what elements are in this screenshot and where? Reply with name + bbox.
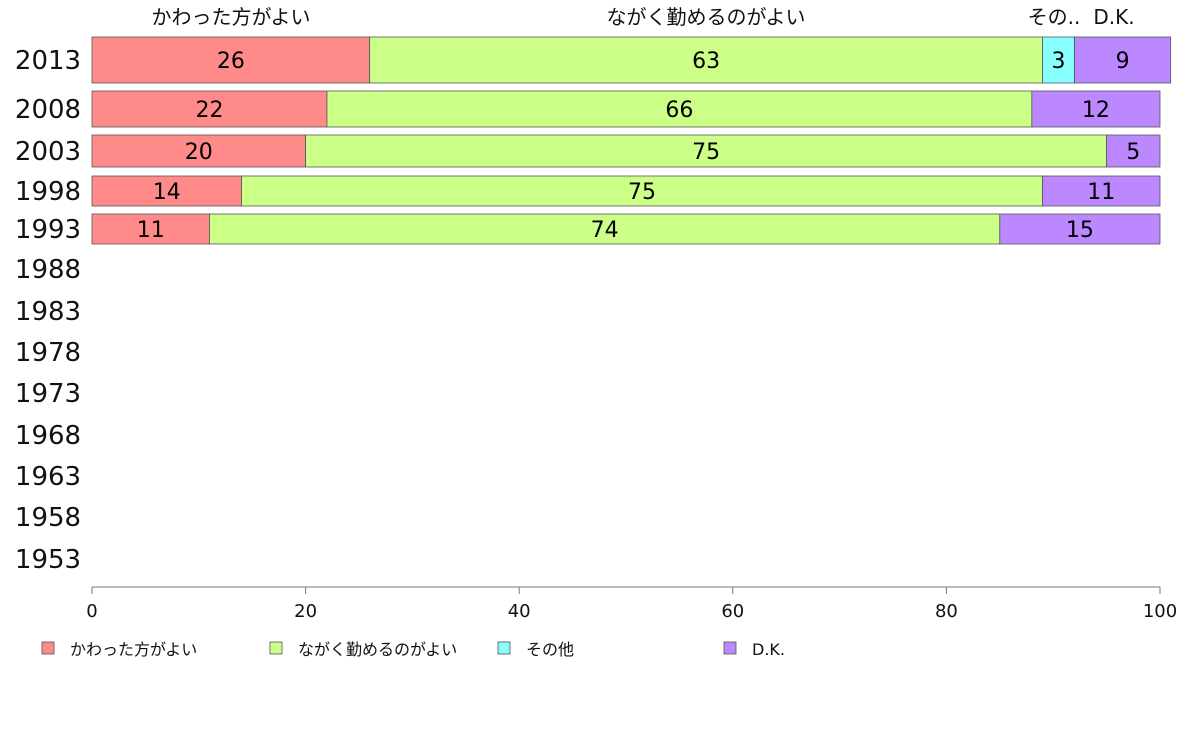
bar-value-label: 66	[665, 98, 693, 123]
legend-label: D.K.	[752, 640, 785, 659]
bar-segment	[1106, 134, 1161, 168]
legend-swatch	[269, 641, 283, 655]
year-label: 1968	[15, 421, 81, 451]
year-label: 1993	[15, 215, 81, 245]
bar-segment	[326, 90, 1033, 128]
x-tick-label: 0	[86, 601, 97, 622]
bar-segment	[91, 36, 371, 84]
year-label: 1988	[15, 255, 81, 285]
bar-value-label: 15	[1066, 218, 1094, 243]
top-series-label: ながく勤めるのがよい	[607, 5, 806, 29]
bar-value-label: 75	[692, 140, 720, 165]
bar-value-label: 63	[692, 49, 720, 74]
top-series-label: その..	[1028, 5, 1081, 29]
bar-segment	[1031, 90, 1161, 128]
bar-value-label: 26	[217, 49, 245, 74]
x-tick-label: 40	[508, 601, 531, 622]
year-label: 1953	[15, 545, 81, 575]
top-series-label: D.K.	[1093, 5, 1134, 29]
year-label: 1978	[15, 338, 81, 368]
bar-value-label: 14	[153, 180, 181, 205]
year-label: 1958	[15, 503, 81, 533]
year-label: 2013	[15, 46, 81, 76]
bar-segment	[1042, 36, 1075, 84]
x-tick-label: 80	[935, 601, 958, 622]
bar-value-label: 3	[1052, 49, 1066, 74]
bar-value-label: 12	[1082, 98, 1110, 123]
x-tick-label: 100	[1143, 601, 1177, 622]
bar-segment	[369, 36, 1043, 84]
bar-segment	[91, 134, 307, 168]
legend-label: その他	[526, 640, 574, 659]
year-label: 1973	[15, 379, 81, 409]
bar-segment	[1042, 175, 1161, 207]
top-series-label: かわった方がよい	[152, 5, 311, 29]
x-tick-label: 20	[294, 601, 317, 622]
legend-swatch	[723, 641, 737, 655]
bar-value-label: 11	[1087, 180, 1115, 205]
year-label: 1963	[15, 462, 81, 492]
legend-swatch	[41, 641, 55, 655]
year-label: 1998	[15, 177, 81, 207]
year-label: 2003	[15, 137, 81, 167]
bar-value-label: 11	[137, 218, 165, 243]
legend-swatch	[497, 641, 511, 655]
bar-value-label: 20	[185, 140, 213, 165]
bar-value-label: 22	[195, 98, 223, 123]
bar-segment	[1074, 36, 1172, 84]
bar-value-label: 74	[591, 218, 619, 243]
year-label: 2008	[15, 95, 81, 125]
legend-label: かわった方がよい	[70, 640, 197, 659]
x-tick-label: 60	[721, 601, 744, 622]
bar-segment	[241, 175, 1043, 207]
bar-segment	[999, 213, 1161, 245]
bar-value-label: 9	[1116, 49, 1130, 74]
bar-value-label: 5	[1126, 140, 1140, 165]
year-label: 1983	[15, 297, 81, 327]
bar-value-label: 75	[628, 180, 656, 205]
bar-segment	[91, 213, 210, 245]
legend-label: ながく勤めるのがよい	[298, 640, 457, 659]
bar-segment	[305, 134, 1108, 168]
bar-segment	[91, 90, 328, 128]
